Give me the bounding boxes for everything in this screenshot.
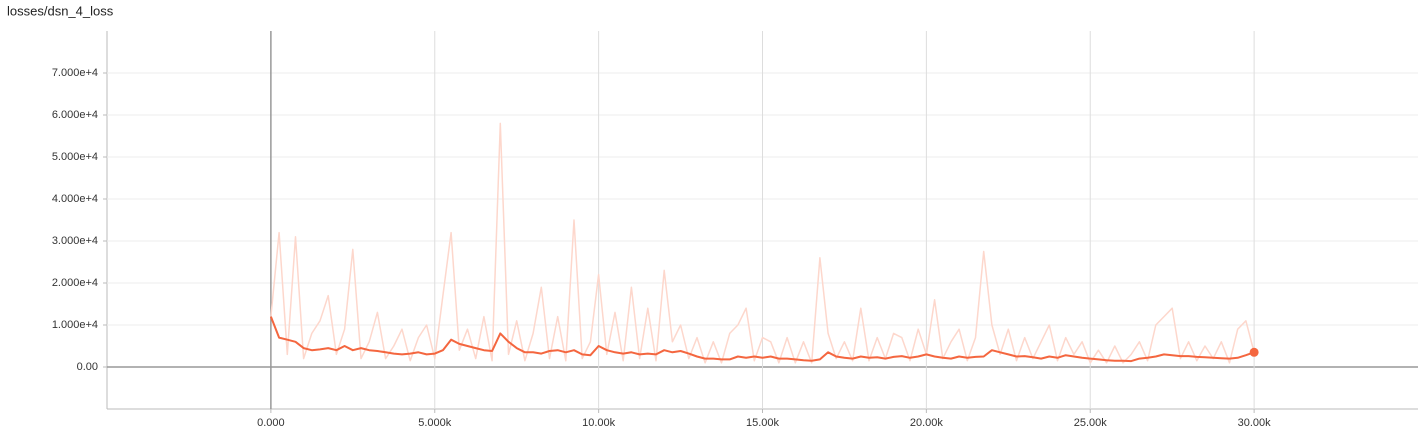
y-tick-label: 7.000e+4 <box>52 67 98 79</box>
chart-title: losses/dsn_4_loss <box>7 3 114 18</box>
y-tick-label: 2.000e+4 <box>52 277 98 289</box>
x-tick-label: 30.00k <box>1238 417 1272 429</box>
x-tick-label: 0.000 <box>257 417 285 429</box>
y-tick-label: 3.000e+4 <box>52 235 98 247</box>
y-tick-label: 1.000e+4 <box>52 319 98 331</box>
end-point <box>1249 347 1259 357</box>
x-tick-label: 15.00k <box>746 417 780 429</box>
y-tick-label: 6.000e+4 <box>52 109 98 121</box>
y-tick-label: 0.00 <box>77 361 98 373</box>
raw-line <box>270 122 1255 364</box>
y-tick-label: 4.000e+4 <box>52 193 98 205</box>
x-tick-label: 5.000k <box>418 417 452 429</box>
smoothed-line <box>269 316 1255 363</box>
x-tick-label: 10.00k <box>582 417 616 429</box>
x-tick-label: 20.00k <box>910 417 944 429</box>
x-tick-label: 25.00k <box>1074 417 1108 429</box>
y-tick-label: 5.000e+4 <box>52 151 98 163</box>
